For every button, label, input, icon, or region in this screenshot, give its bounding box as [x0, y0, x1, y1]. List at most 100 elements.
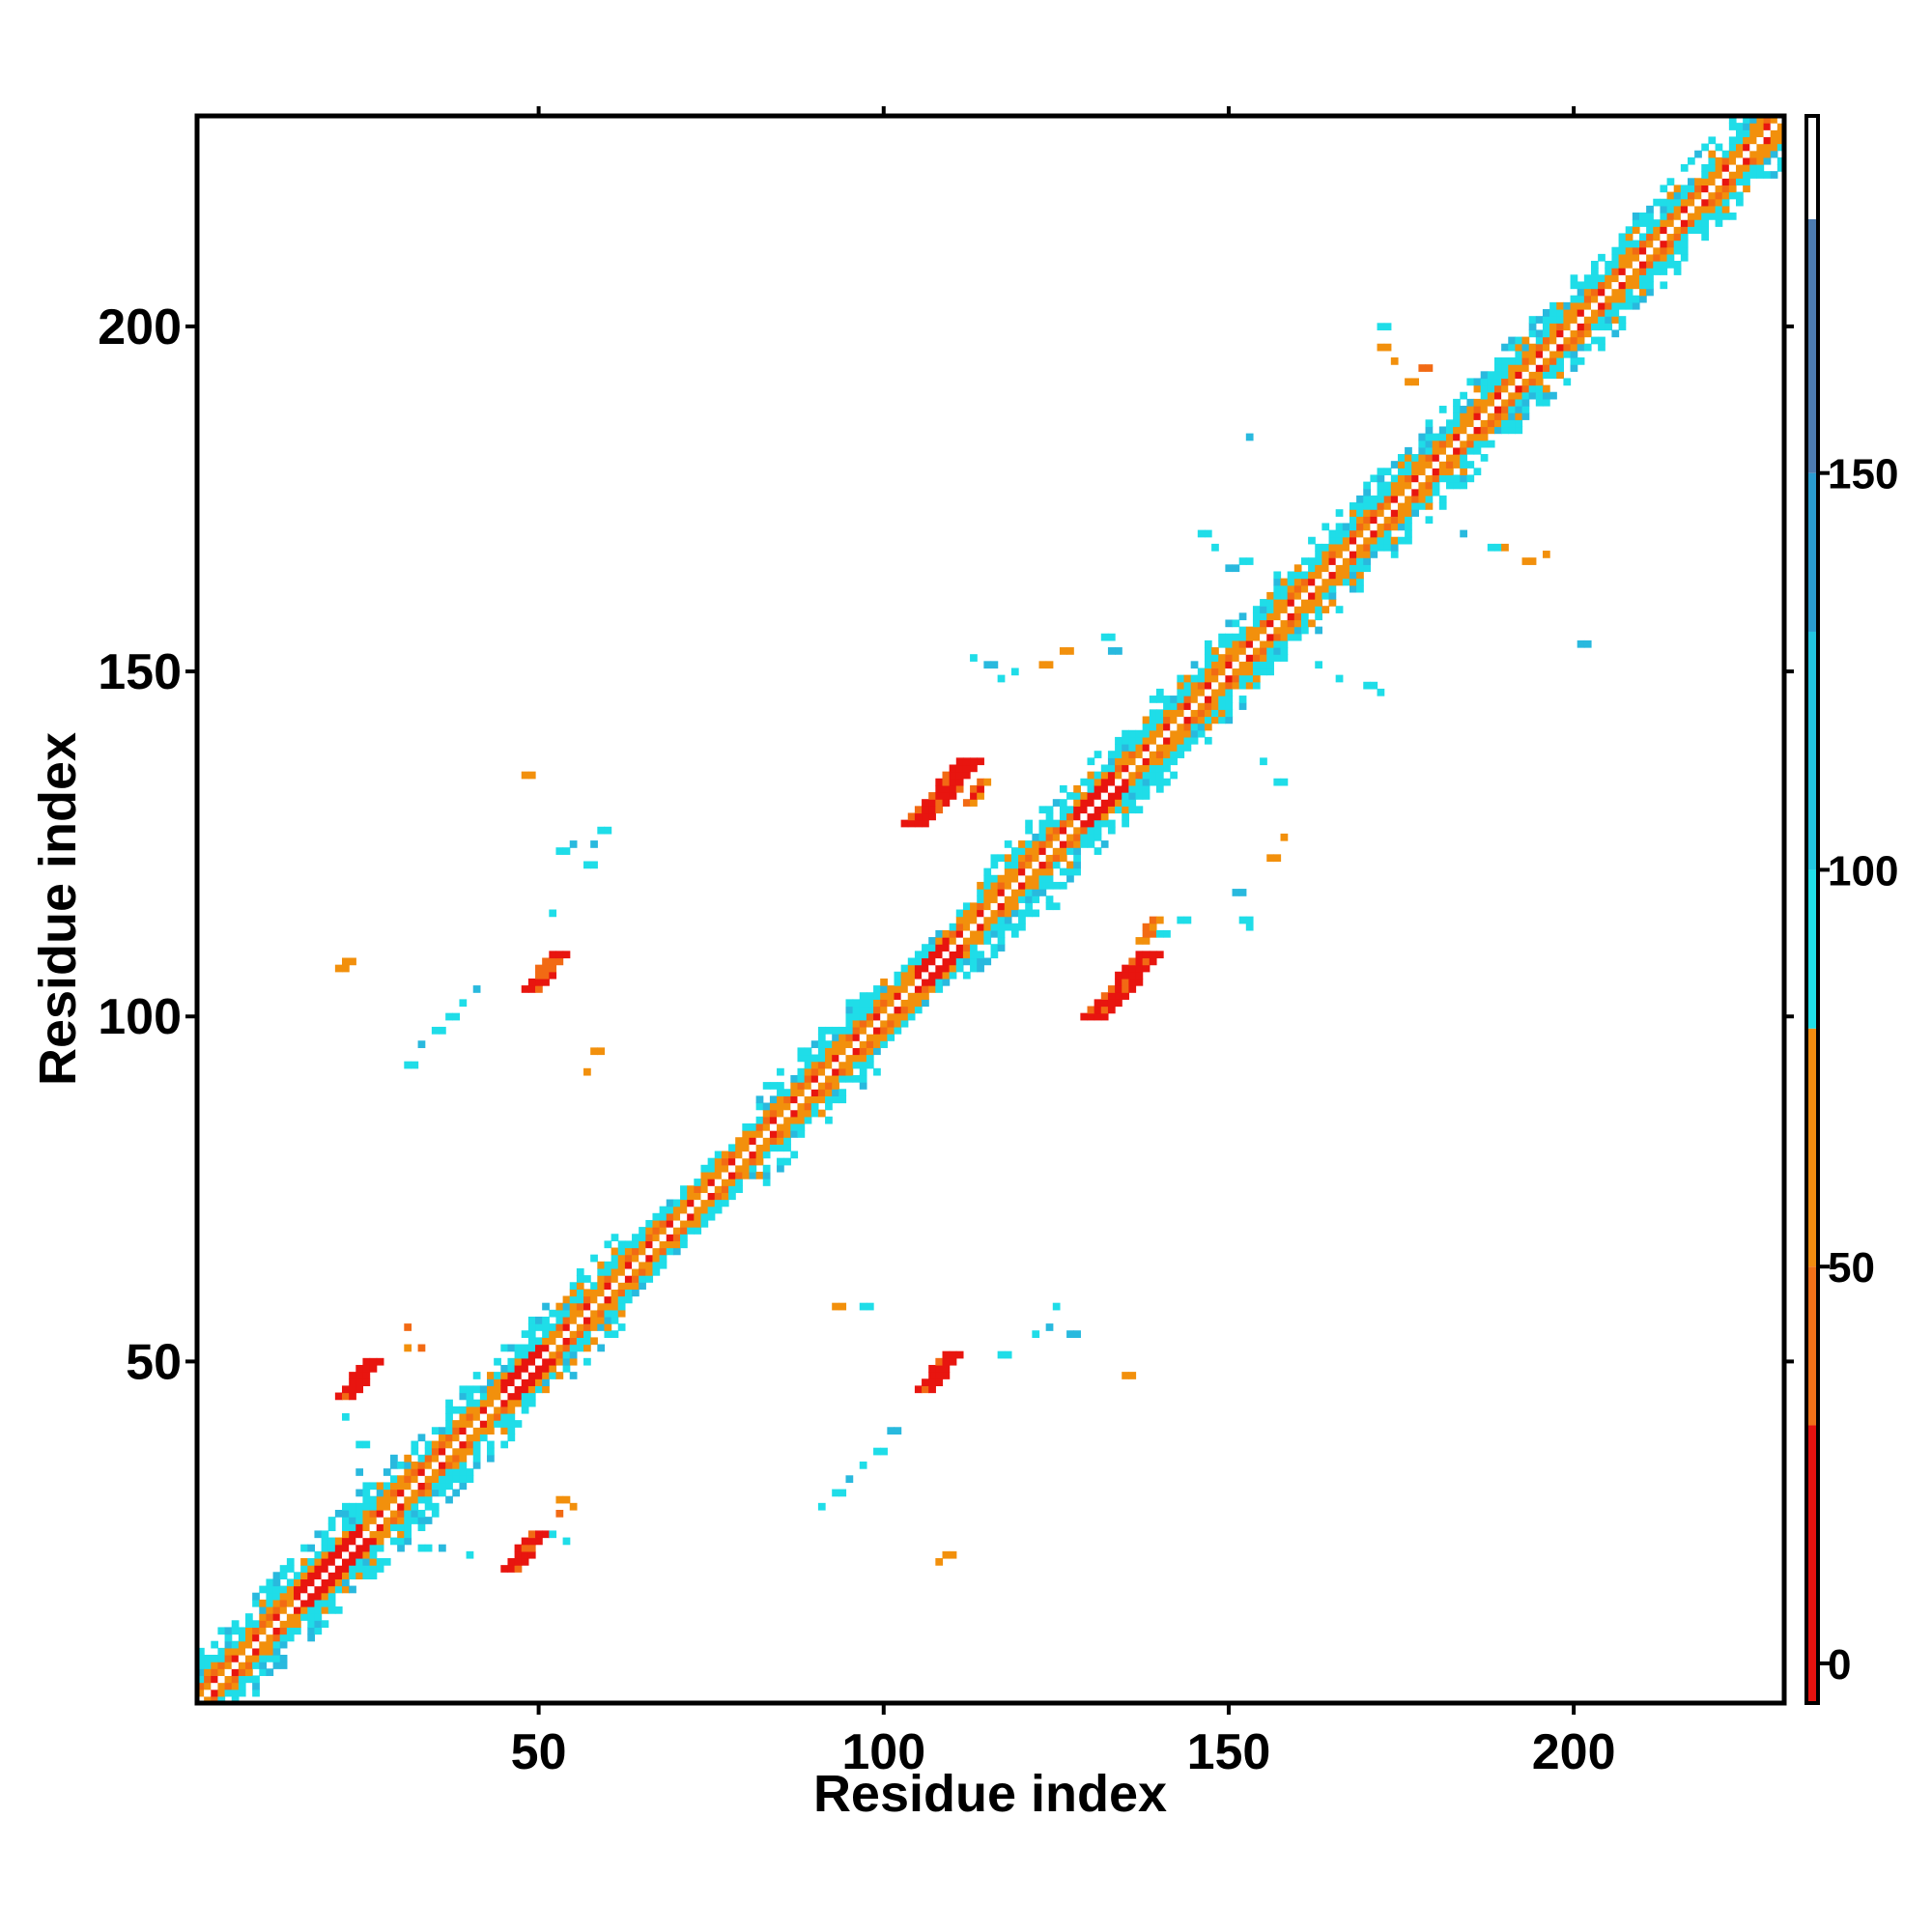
heatmap-cell — [617, 1309, 626, 1318]
heatmap-cell — [1142, 964, 1151, 973]
heatmap-cell — [1508, 406, 1516, 413]
heatmap-cell — [279, 1599, 288, 1607]
heatmap-cell — [777, 1109, 784, 1118]
x-tick-label: 150 — [1187, 1724, 1271, 1780]
heatmap-cell — [645, 1261, 654, 1269]
heatmap-cell — [334, 1392, 343, 1401]
heatmap-cell — [487, 1440, 495, 1449]
heatmap-cell — [1521, 364, 1530, 372]
heatmap-cell — [583, 1357, 591, 1366]
heatmap-cell — [955, 784, 964, 793]
heatmap-cell — [949, 771, 957, 780]
heatmap-cell — [1300, 591, 1309, 600]
heatmap-cell — [1045, 854, 1054, 863]
heatmap-cell — [279, 1565, 288, 1573]
heatmap-cell — [1515, 350, 1523, 358]
heatmap-cell — [755, 1116, 764, 1124]
heatmap-cell — [1411, 468, 1419, 476]
heatmap-cell — [294, 1592, 301, 1601]
heatmap-cell — [1480, 426, 1489, 435]
heatmap-cell — [1563, 323, 1572, 331]
heatmap-cell — [555, 1372, 564, 1379]
heatmap-cell — [376, 1557, 384, 1566]
heatmap-cell — [1238, 626, 1247, 635]
heatmap-cell — [500, 1406, 509, 1414]
heatmap-cell — [1280, 584, 1289, 593]
heatmap-cell — [1577, 316, 1585, 324]
heatmap-cell — [1010, 874, 1019, 883]
heatmap-cell — [1625, 261, 1634, 269]
heatmap-cell — [1583, 329, 1592, 338]
heatmap-cell — [1293, 633, 1302, 641]
heatmap-cell — [617, 1323, 626, 1331]
heatmap-cell — [1377, 488, 1385, 497]
heatmap-cell — [1315, 551, 1322, 558]
heatmap-cell — [217, 1689, 226, 1697]
heatmap-cell — [555, 951, 564, 959]
heatmap-cell — [1032, 874, 1040, 883]
heatmap-cell — [1094, 1006, 1102, 1014]
heatmap-cell — [922, 964, 929, 973]
heatmap-cell — [1100, 792, 1109, 800]
heatmap-cell — [672, 1240, 681, 1249]
heatmap-cell — [604, 826, 612, 835]
heatmap-cell — [1715, 156, 1723, 165]
heatmap-cell — [721, 1164, 729, 1173]
heatmap-cell — [1556, 329, 1565, 338]
heatmap-cell — [1493, 426, 1502, 435]
heatmap-cell — [1377, 474, 1385, 483]
heatmap-cell — [1383, 343, 1392, 352]
heatmap-cell — [459, 1454, 468, 1463]
heatmap-cell — [245, 1647, 253, 1656]
heatmap-cell — [1273, 626, 1282, 635]
heatmap-cell — [1315, 564, 1322, 573]
heatmap-cell — [376, 1482, 384, 1491]
heatmap-cell — [1087, 784, 1095, 793]
heatmap-cell — [1059, 840, 1067, 848]
heatmap-cell — [914, 971, 923, 980]
heatmap-cell — [549, 1309, 557, 1318]
heatmap-cell — [327, 1592, 336, 1601]
heatmap-cell — [797, 1054, 806, 1063]
heatmap-cell — [769, 1122, 778, 1131]
heatmap-cell — [983, 902, 992, 911]
heatmap-cell — [707, 1206, 716, 1214]
heatmap-cell — [1770, 150, 1778, 158]
heatmap-cell — [652, 1240, 661, 1249]
heatmap-cell — [1115, 771, 1122, 780]
heatmap-cell — [1508, 343, 1516, 352]
y-tick-label: 50 — [126, 1334, 182, 1390]
heatmap-cell — [439, 1461, 446, 1469]
heatmap-cell — [362, 1565, 371, 1573]
heatmap-cell — [797, 1067, 806, 1076]
heatmap-cell — [521, 985, 529, 993]
heatmap-cell — [342, 1523, 350, 1532]
heatmap-cell — [1100, 819, 1109, 828]
heatmap-cell — [1383, 523, 1392, 531]
heatmap-cell — [1004, 867, 1012, 876]
heatmap-cell — [970, 764, 978, 773]
heatmap-cell — [1618, 268, 1627, 275]
heatmap-cell — [576, 1330, 584, 1338]
heatmap-cell — [1570, 343, 1578, 352]
heatmap-cell — [1052, 902, 1061, 911]
heatmap-cell — [1646, 274, 1654, 283]
heatmap-cell — [349, 1572, 356, 1580]
heatmap-cell — [1728, 178, 1737, 186]
heatmap-cell — [817, 1034, 826, 1041]
heatmap-cell — [1225, 688, 1234, 696]
heatmap-cell — [1349, 502, 1357, 510]
heatmap-cell — [852, 1054, 861, 1063]
heatmap-cell — [439, 1440, 446, 1449]
heatmap-cell — [507, 1406, 516, 1414]
heatmap-cell — [1260, 626, 1267, 635]
heatmap-cell — [1204, 716, 1212, 724]
heatmap-cell — [1128, 764, 1137, 773]
heatmap-cell — [1501, 398, 1509, 407]
heatmap-cell — [369, 1509, 378, 1518]
heatmap-cell — [1266, 626, 1274, 635]
heatmap-cell — [355, 1440, 364, 1449]
heatmap-cell — [1577, 309, 1585, 317]
heatmap-cell — [914, 957, 923, 966]
heatmap-cell — [549, 1364, 557, 1373]
